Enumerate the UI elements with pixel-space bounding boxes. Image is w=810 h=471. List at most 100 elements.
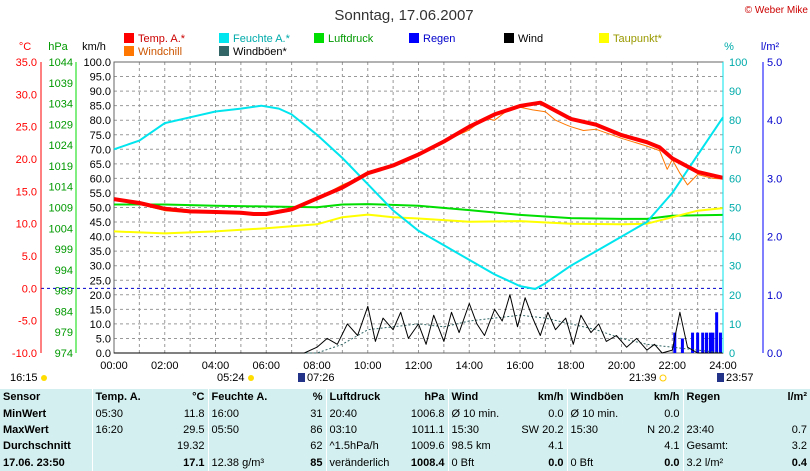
series-lines [113,100,724,354]
astro-markers: 16:15 05:24 07:26 21:39 23:57 [10,372,754,384]
tick-label-pressure: 979 [55,327,73,339]
tick-label-humidity: 50 [729,203,741,215]
stats-min-druck-value: 1006.8 [410,407,445,420]
stats-label-minwert: MinWert [3,407,47,420]
tick-label-wind: 40.0 [90,232,111,244]
axis-unit-pressure: hPa [48,41,68,53]
rain-bar [708,332,712,353]
stats-min-regen-value [755,405,810,421]
ticks-temp: 35.0 30.0 25.0 20.0 15.0 10.0 5.0 0.0 -5.0 -10.0 [12,57,37,360]
sunset-icon [659,374,667,382]
tick-label-humidity: 0 [729,348,735,360]
tick-label-wind: 0.0 [96,348,111,360]
tick-label-x: 00:00 [100,360,128,372]
tick-label-wind: 10.0 [90,319,111,331]
stats-header-temp-unit: °C [192,391,205,404]
stats-max-feuchte-value: 86 [310,423,323,436]
tick-label-wind: 60.0 [90,173,111,185]
tick-label-x: 04:00 [202,360,230,372]
stats-header-wind: Wind [447,389,513,406]
legend-label-temp: Temp. A.* [138,33,186,45]
stats-avg-feuchte-value: 62 [310,440,323,453]
stats-max-druck-time: 03:10 [325,421,394,439]
legend-label-wind: Wind [518,33,543,45]
legend-item-regen: Regen [409,33,455,45]
tick-label-temp: 15.0 [16,186,37,198]
tick-label-temp: 10.0 [16,219,37,231]
tick-label-temp: -10.0 [12,348,37,360]
tick-label-pressure: 1009 [49,203,73,215]
tick-label-x: 18:00 [557,360,585,372]
stats-label-durchschnitt: Durchschnitt [3,440,71,453]
tick-label-pressure: 1024 [49,140,73,152]
stats-header-feuchte: Feuchte A. [207,389,273,406]
stats-avg-wind-value: 4.1 [548,440,564,453]
axis-unit-wind: km/h [82,41,106,53]
stats-min-boeen-value: 0.0 [664,407,680,420]
stats-header-temp: Temp. A. [91,389,158,406]
stats-avg-wind-distance: 98.5 km [447,438,513,455]
stats-label-maxwert: MaxWert [3,423,49,436]
tick-label-pressure: 1029 [49,119,73,131]
stats-cur-regen-total: 3.2 l/m² [682,454,755,471]
grid [41,61,724,354]
rain-bars [673,312,722,353]
sunset-label: 21:39 [629,372,657,384]
rain-bar [673,332,677,353]
tick-label-pressure: 994 [55,265,73,277]
stats-header-wind-unit: km/h [537,391,564,404]
stats-max-wind-value: SW 20.2 [521,423,564,436]
tick-label-wind: 80.0 [90,115,111,127]
stats-cur-temp-note [91,454,158,471]
tick-label-temp: 35.0 [16,57,37,69]
tick-label-pressure: 1004 [49,223,73,235]
stats-min-boeen-note: Ø 10 min. [566,405,633,422]
tick-label-wind: 25.0 [90,275,111,287]
sunrise-icon [248,375,254,381]
tick-label-temp: 25.0 [16,122,37,134]
series-line-temp-a [113,100,724,216]
tick-label-pressure: 984 [55,306,73,318]
legend-item-wind: Wind [504,33,543,45]
stats-header-boeen-unit: km/h [653,391,680,404]
tick-label-wind: 30.0 [90,261,111,273]
stats-avg-regen-value: 3.2 [791,440,807,453]
stats-avg-feuchte-note [207,438,273,455]
tick-label-rain: 0.0 [767,348,782,360]
legend-label-windchill: Windchill [138,46,182,58]
stats-cur-temp-value: 17.1 [183,456,205,469]
stats-max-regen-time: 23:40 [682,421,755,439]
legend-item-temp: Temp. A.* [124,33,186,45]
copyright: © Weber Mike [745,5,809,16]
tick-label-x: 14:00 [455,360,483,372]
tick-label-wind: 100.0 [83,57,111,69]
tick-label-x: 16:00 [506,360,534,372]
stats-avg-temp-note [91,438,158,455]
series-line-taupunkt [113,207,724,235]
ticks-rain: 5.0 4.0 3.0 2.0 1.0 0.0 [767,57,782,360]
sun-icon-left [41,375,47,381]
stats-min-temp-time: 05:30 [91,405,158,422]
tick-label-humidity: 60 [729,173,741,185]
rain-bar [680,338,684,353]
tick-label-humidity: 20 [729,290,741,302]
ticks-wind: 100.0 95.0 90.0 85.0 80.0 75.0 70.0 65.0 60.0 55.… [83,57,111,360]
stats-max-wind-time: 15:30 [447,421,513,439]
stats-min-regen-note [682,405,755,422]
tick-label-humidity: 40 [729,232,741,244]
stats-min-feuchte-value: 31 [310,407,323,420]
axis-unit-humidity: % [724,41,734,53]
tick-label-rain: 2.0 [767,232,782,244]
tick-label-rain: 1.0 [767,290,782,302]
tick-label-wind: 50.0 [90,203,111,215]
tick-label-temp: 5.0 [22,251,37,263]
tick-label-wind: 95.0 [90,72,111,84]
axis-unit-temp: °C [19,41,31,53]
stats-avg-boeen-value: 4.1 [664,440,680,453]
rain-bar [718,332,722,353]
stats-min-wind-value: 0.0 [548,407,564,420]
stats-header-regen-unit: l/m² [787,391,807,404]
legend-label-luftdruck: Luftdruck [328,33,374,45]
tick-label-x: 20:00 [608,360,636,372]
stats-cur-feuchte-abs: 12.38 g/m³ [207,454,273,471]
